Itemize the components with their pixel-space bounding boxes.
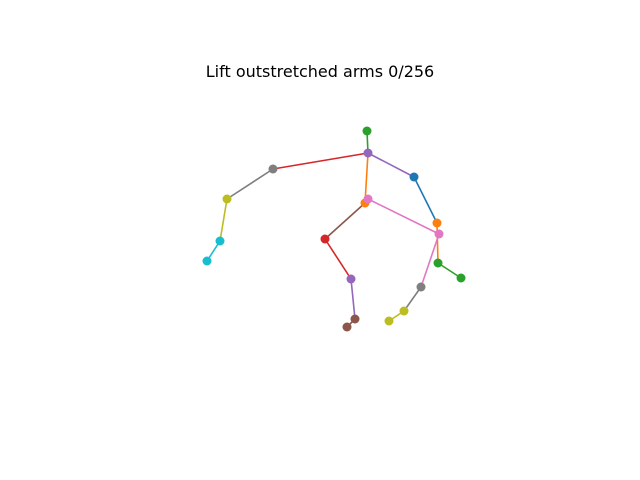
joint-o: [434, 229, 444, 239]
bone-d-o: [367, 198, 440, 235]
bone-r-s: [403, 286, 422, 312]
joint-j: [222, 194, 232, 204]
joint-a: [362, 126, 372, 136]
bone-b-m: [367, 152, 415, 178]
bone-b-i: [272, 152, 369, 170]
joint-k: [215, 236, 225, 246]
bones-layer: [206, 130, 462, 328]
bone-e-f: [324, 238, 352, 280]
bone-j-k: [219, 198, 228, 242]
figure-title: Lift outstretched arms 0/256: [205, 62, 435, 81]
joint-e: [320, 234, 330, 244]
bone-m-n: [413, 176, 438, 224]
joint-n: [432, 218, 442, 228]
joint-i: [268, 164, 278, 174]
bone-b-c: [364, 152, 369, 204]
joint-r: [416, 282, 426, 292]
bone-p-q: [437, 262, 462, 279]
joint-l: [202, 256, 212, 266]
joint-f: [346, 274, 356, 284]
joint-b: [363, 148, 373, 158]
bone-f-g: [350, 278, 356, 320]
joints-layer: [202, 126, 466, 332]
joint-q: [456, 273, 466, 283]
joint-p: [433, 258, 443, 268]
joint-g: [350, 314, 360, 324]
bone-n-p: [436, 222, 439, 264]
bone-i-j: [226, 168, 274, 200]
joint-s: [399, 306, 409, 316]
joint-m: [409, 172, 419, 182]
bone-o-r: [420, 233, 440, 288]
joint-t: [384, 316, 394, 326]
joint-d: [363, 194, 373, 204]
joint-h: [342, 322, 352, 332]
bone-c-e: [324, 202, 366, 240]
